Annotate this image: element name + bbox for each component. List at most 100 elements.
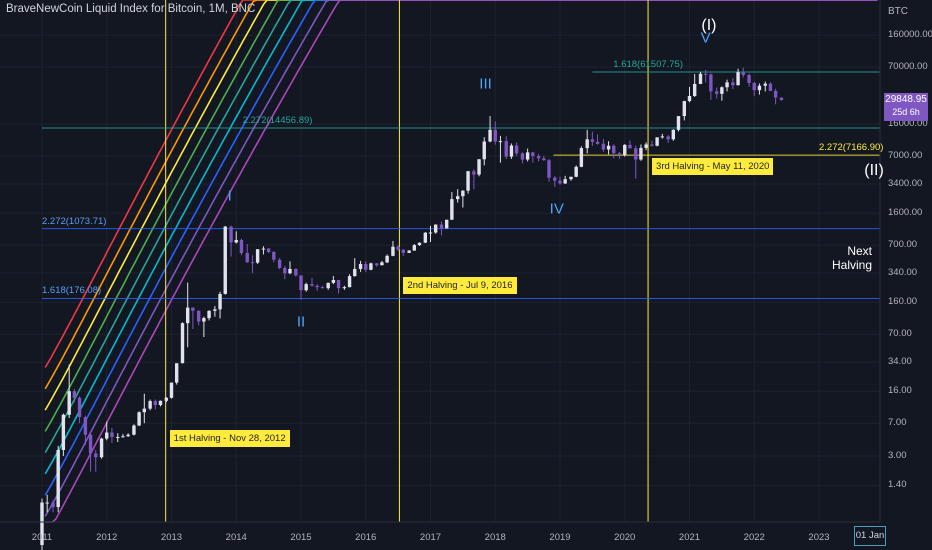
candle[interactable] xyxy=(779,97,784,100)
candle[interactable] xyxy=(164,397,169,401)
candle[interactable] xyxy=(369,263,373,270)
candle[interactable] xyxy=(77,397,82,418)
candle[interactable] xyxy=(185,307,190,324)
candle[interactable] xyxy=(709,74,713,92)
candle[interactable] xyxy=(218,293,222,310)
candle[interactable] xyxy=(364,263,368,270)
candle[interactable] xyxy=(595,141,600,144)
candle[interactable] xyxy=(391,246,395,256)
candle[interactable] xyxy=(283,267,287,274)
candle[interactable] xyxy=(99,438,104,458)
candle[interactable] xyxy=(40,502,44,545)
candle[interactable] xyxy=(714,91,719,94)
candle[interactable] xyxy=(601,143,606,150)
candle[interactable] xyxy=(428,232,433,234)
candle[interactable] xyxy=(191,307,195,311)
candle[interactable] xyxy=(466,171,470,191)
candle[interactable] xyxy=(412,245,417,251)
candle[interactable] xyxy=(520,153,525,160)
candle[interactable] xyxy=(731,82,735,86)
candle[interactable] xyxy=(250,262,255,264)
candle[interactable] xyxy=(196,310,201,322)
candle[interactable] xyxy=(277,259,282,268)
candle[interactable] xyxy=(169,382,174,398)
candle[interactable] xyxy=(444,219,449,229)
candle[interactable] xyxy=(320,287,325,289)
candle[interactable] xyxy=(590,139,595,142)
candle[interactable] xyxy=(358,263,363,269)
candles[interactable] xyxy=(40,67,784,550)
candle[interactable] xyxy=(768,83,773,91)
candle[interactable] xyxy=(207,310,211,319)
candle[interactable] xyxy=(660,136,665,138)
candle[interactable] xyxy=(763,83,767,86)
candle[interactable] xyxy=(687,96,692,102)
candle[interactable] xyxy=(650,144,654,146)
candle[interactable] xyxy=(563,179,567,184)
candle[interactable] xyxy=(202,318,206,322)
candle[interactable] xyxy=(703,73,708,75)
candle[interactable] xyxy=(239,239,244,254)
candle[interactable] xyxy=(288,268,292,274)
candle[interactable] xyxy=(639,147,643,160)
candle[interactable] xyxy=(213,309,217,311)
candle[interactable] xyxy=(245,253,249,263)
candle[interactable] xyxy=(83,417,88,435)
candle[interactable] xyxy=(752,83,756,91)
candle[interactable] xyxy=(628,144,632,149)
candle[interactable] xyxy=(671,129,676,140)
candle[interactable] xyxy=(612,145,616,154)
candle[interactable] xyxy=(110,432,114,437)
candle[interactable] xyxy=(174,363,179,383)
candle[interactable] xyxy=(531,152,535,157)
candle[interactable] xyxy=(439,224,444,229)
candle[interactable] xyxy=(747,74,751,84)
candle[interactable] xyxy=(223,226,227,294)
candle[interactable] xyxy=(692,83,697,97)
candle[interactable] xyxy=(88,434,93,454)
candle[interactable] xyxy=(385,255,389,263)
candle[interactable] xyxy=(401,249,406,253)
candle[interactable] xyxy=(504,141,508,157)
candle[interactable] xyxy=(666,136,670,140)
candle[interactable] xyxy=(105,432,109,439)
candle[interactable] xyxy=(331,280,336,283)
candle[interactable] xyxy=(417,242,422,246)
candle[interactable] xyxy=(698,73,703,84)
candle[interactable] xyxy=(623,144,627,155)
candle[interactable] xyxy=(617,153,622,155)
candle[interactable] xyxy=(375,263,379,266)
candle[interactable] xyxy=(536,156,541,159)
candle[interactable] xyxy=(569,176,573,180)
candle[interactable] xyxy=(773,90,778,98)
candle[interactable] xyxy=(472,171,476,175)
candle[interactable] xyxy=(450,199,454,220)
candle[interactable] xyxy=(153,401,158,406)
candle[interactable] xyxy=(137,412,141,426)
candle[interactable] xyxy=(72,391,77,398)
candle[interactable] xyxy=(310,284,314,286)
candle[interactable] xyxy=(553,177,557,181)
candle[interactable] xyxy=(148,401,152,409)
candle[interactable] xyxy=(396,246,400,250)
candle[interactable] xyxy=(234,239,238,243)
candle[interactable] xyxy=(725,82,729,88)
candle[interactable] xyxy=(299,275,303,291)
candle[interactable] xyxy=(51,502,55,508)
candle[interactable] xyxy=(61,414,66,451)
candle[interactable] xyxy=(488,129,492,142)
candle[interactable] xyxy=(482,141,486,160)
candle[interactable] xyxy=(579,148,584,167)
candle[interactable] xyxy=(682,101,687,117)
candle[interactable] xyxy=(255,249,260,263)
candle[interactable] xyxy=(132,425,136,435)
candle[interactable] xyxy=(126,434,130,437)
candle[interactable] xyxy=(229,226,233,243)
candle[interactable] xyxy=(644,144,648,148)
candle[interactable] xyxy=(326,282,330,289)
candle[interactable] xyxy=(158,400,163,406)
candle[interactable] xyxy=(336,280,341,289)
candle[interactable] xyxy=(347,276,352,288)
candle[interactable] xyxy=(542,158,546,161)
candle[interactable] xyxy=(353,268,357,277)
